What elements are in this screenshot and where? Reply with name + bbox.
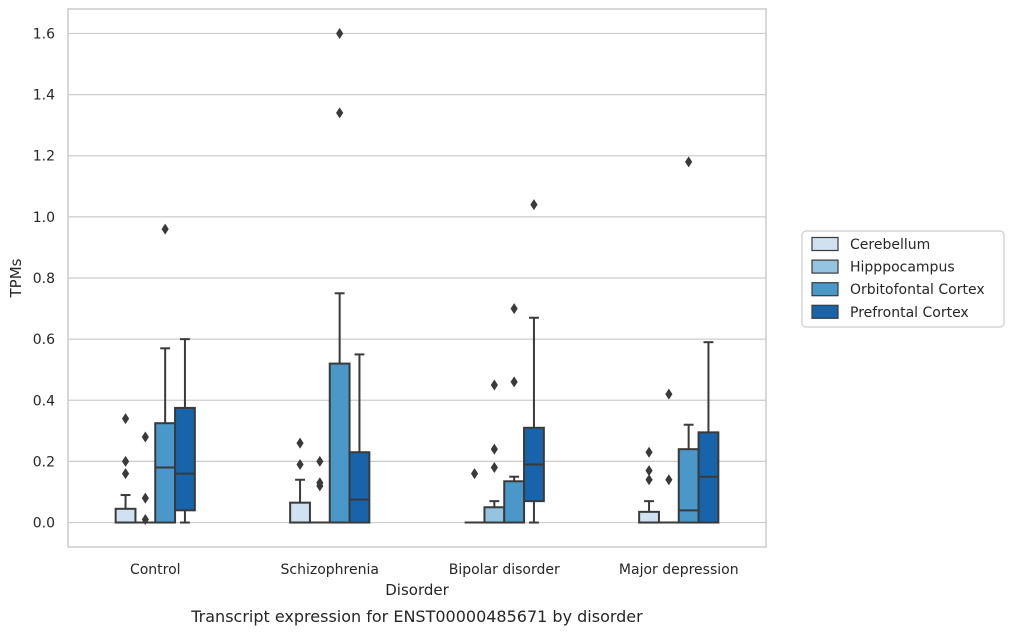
outlier-point (645, 446, 653, 458)
box-orbitofontal-cortex (328, 27, 351, 524)
box-prefrontal-cortex (174, 338, 196, 524)
box (483, 506, 506, 524)
box (174, 406, 196, 512)
box-cerebellum (638, 446, 660, 524)
outlier-point (141, 513, 149, 525)
x-tick-label: Control (130, 562, 181, 578)
box (677, 448, 700, 524)
outlier-point (316, 455, 324, 467)
box-cerebellum (464, 468, 485, 524)
box (348, 451, 371, 524)
outlier-point (121, 455, 130, 467)
legend-swatch (811, 259, 839, 274)
outlier-point (645, 465, 653, 477)
outlier-point (685, 156, 693, 168)
outlier-point (296, 458, 304, 470)
box-hipppocampus (483, 379, 506, 524)
legend-swatch (811, 236, 839, 252)
x-tick-label: Bipolar disorder (449, 562, 560, 578)
x-tick-label: Schizophrenia (281, 562, 379, 578)
box-hipppocampus (658, 388, 679, 524)
y-tick-label: 0.0 (33, 516, 55, 532)
y-axis: 0.0 0.2 0.4 0.6 0.8 1.0 1.2 1.4 1.6 (33, 26, 55, 531)
outlier-point (490, 462, 498, 474)
figure-caption: Transcript expression for ENST0000048567… (190, 607, 643, 626)
box-cerebellum (114, 413, 137, 524)
outlier-point (510, 376, 518, 388)
legend-label: Prefrontal Cortex (850, 305, 969, 321)
y-tick-label: 1.6 (33, 26, 55, 42)
outlier-point (336, 107, 344, 119)
plot-frame (67, 8, 767, 548)
y-tick-label: 1.0 (33, 210, 55, 226)
legend-frame (801, 230, 1005, 328)
box (289, 501, 311, 524)
box (638, 510, 660, 524)
box (154, 422, 177, 524)
y-tick-label: 0.2 (33, 454, 55, 470)
legend-label: Cerebellum (850, 237, 930, 253)
box-cerebellum (289, 437, 311, 524)
x-axis: Control Schizophrenia Bipolar disorder Majo… (130, 562, 739, 578)
legend-swatch (811, 282, 839, 297)
box (328, 362, 351, 524)
box (114, 507, 137, 524)
box-hipppocampus (135, 431, 156, 525)
box-plot-area (114, 27, 720, 525)
outlier-point (161, 223, 169, 235)
outlier-point (470, 468, 479, 480)
outlier-point (336, 27, 344, 39)
outlier-point (316, 480, 324, 492)
box (503, 480, 526, 524)
box-hipppocampus (309, 455, 330, 524)
x-axis-title: Disorder (385, 581, 449, 599)
legend-label: Hipppocampus (850, 260, 955, 276)
outlier-point (141, 492, 149, 504)
y-tick-label: 0.4 (33, 393, 55, 409)
outlier-point (121, 413, 130, 425)
y-axis-title: TPMs (7, 258, 25, 298)
outlier-point (645, 474, 653, 486)
box-orbitofontal-cortex (154, 223, 177, 524)
x-tick-label: Major depression (619, 562, 739, 578)
outlier-point (490, 443, 498, 455)
outlier-point (510, 303, 518, 315)
box-orbitofontal-cortex (503, 303, 526, 524)
outlier-point (665, 388, 673, 400)
outlier-point (296, 437, 304, 449)
outlier-point (141, 431, 149, 443)
box-prefrontal-cortex (348, 353, 371, 524)
outlier-point (490, 379, 498, 391)
legend-swatch (811, 304, 839, 319)
y-tick-label: 0.8 (33, 271, 55, 287)
legend: Cerebellum Hipppocampus Orbitofontal Corte… (801, 230, 1005, 328)
box-prefrontal-cortex (697, 341, 720, 524)
box-prefrontal-cortex (523, 199, 545, 524)
outlier-point (665, 474, 673, 486)
y-tick-label: 0.6 (33, 332, 55, 348)
y-tick-label: 1.4 (33, 88, 55, 104)
outlier-point (530, 199, 538, 211)
outlier-point (121, 468, 130, 480)
legend-label: Orbitofontal Cortex (850, 282, 985, 298)
y-tick-label: 1.2 (33, 149, 55, 165)
